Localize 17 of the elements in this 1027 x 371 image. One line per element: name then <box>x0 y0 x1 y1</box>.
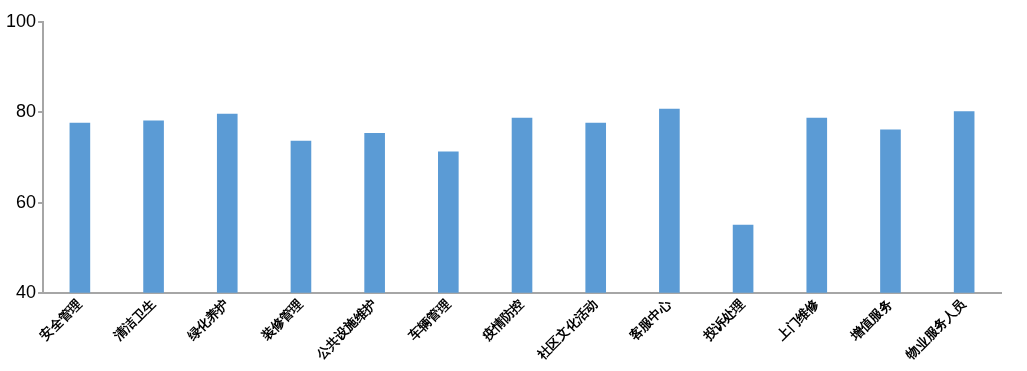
x-tick-label: 公共设施维护 <box>312 296 380 363</box>
x-tick-label: 物业服务人员 <box>902 295 970 363</box>
x-tick-label: 客服中心 <box>625 295 675 345</box>
y-tick-label: 40 <box>16 281 37 302</box>
x-tick-label: 绿化养护 <box>183 296 232 345</box>
x-tick-label: 安全管理 <box>37 296 85 344</box>
x-tick-label: 车辆管理 <box>404 296 453 345</box>
x-tick-label: 社区文化活动 <box>533 296 601 363</box>
y-tick-label: 60 <box>16 191 37 212</box>
x-tick-label: 疫情防控 <box>478 296 527 345</box>
x-tick-label: 增值服务 <box>846 296 895 345</box>
y-tick-label: 80 <box>16 101 37 122</box>
x-tick-label: 投诉处理 <box>699 296 748 345</box>
x-tick-label: 装修管理 <box>257 296 306 345</box>
x-tick-label: 上门维修 <box>773 295 822 345</box>
x-tick-label: 清洁卫生 <box>109 296 159 345</box>
y-tick-label: 100 <box>5 10 37 31</box>
